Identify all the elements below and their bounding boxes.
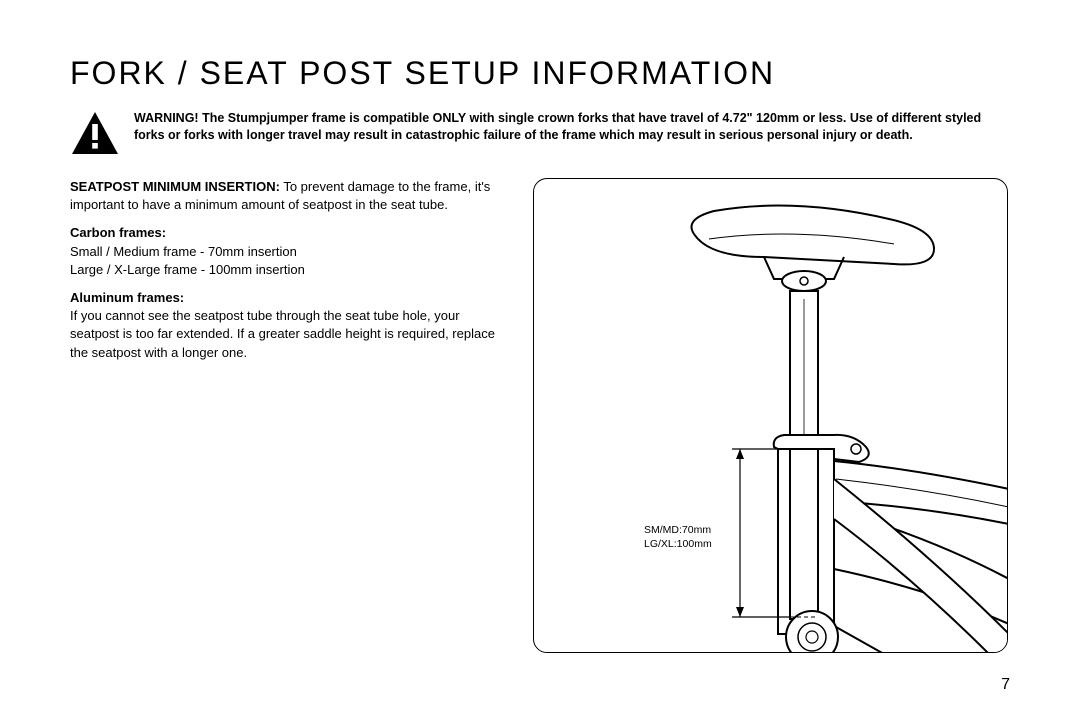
carbon-line1: Small / Medium frame - 70mm insertion: [70, 243, 505, 261]
seatpost-diagram: [534, 179, 1008, 653]
warning-prefix: WARNING!: [134, 111, 199, 125]
warning-icon: [70, 110, 120, 156]
figure-box: SM/MD:70mm LG/XL:100mm: [533, 178, 1008, 653]
page-number: 7: [1001, 676, 1010, 694]
carbon-label: Carbon frames:: [70, 224, 505, 242]
warning-body: The Stumpjumper frame is compatible ONLY…: [134, 111, 981, 142]
warning-text: WARNING! The Stumpjumper frame is compat…: [134, 110, 1010, 144]
aluminum-label: Aluminum frames:: [70, 289, 505, 307]
figure-label-2: LG/XL:100mm: [644, 538, 712, 552]
carbon-block: Carbon frames: Small / Medium frame - 70…: [70, 224, 505, 279]
seatpost-intro: SEATPOST MINIMUM INSERTION: To prevent d…: [70, 178, 505, 214]
aluminum-block: Aluminum frames: If you cannot see the s…: [70, 289, 505, 362]
left-column: SEATPOST MINIMUM INSERTION: To prevent d…: [70, 178, 505, 372]
warning-block: WARNING! The Stumpjumper frame is compat…: [70, 110, 1010, 156]
seatpost-heading: SEATPOST MINIMUM INSERTION:: [70, 179, 280, 194]
content-row: SEATPOST MINIMUM INSERTION: To prevent d…: [70, 178, 1010, 653]
figure-label: SM/MD:70mm LG/XL:100mm: [644, 524, 712, 551]
page-title: FORK / SEAT POST SETUP INFORMATION: [70, 55, 1010, 92]
carbon-line2: Large / X-Large frame - 100mm insertion: [70, 261, 505, 279]
aluminum-text: If you cannot see the seatpost tube thro…: [70, 307, 505, 362]
figure-label-1: SM/MD:70mm: [644, 524, 712, 538]
